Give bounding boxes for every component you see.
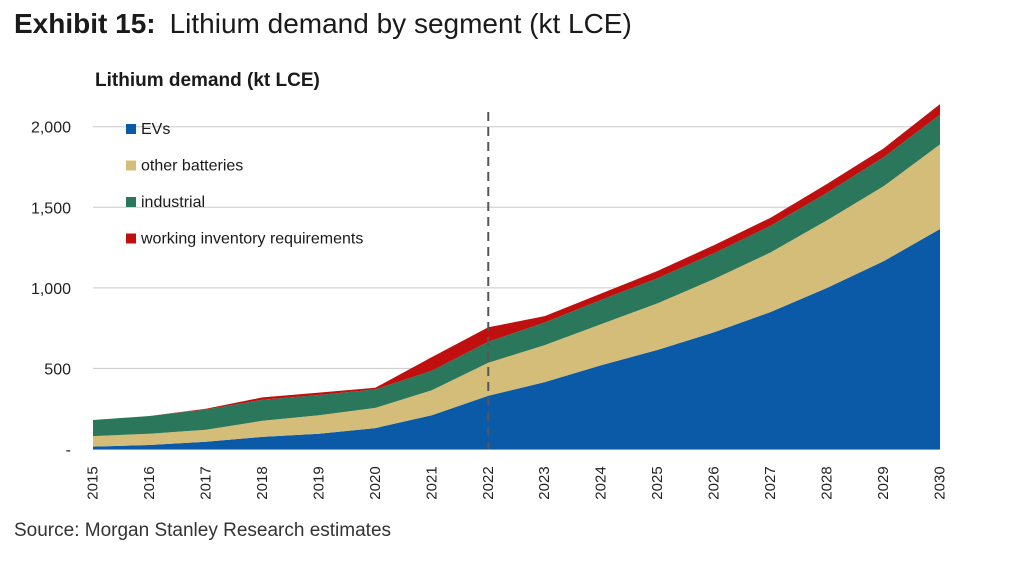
area-series-1 bbox=[93, 144, 940, 447]
x-tick-label: 2015 bbox=[85, 466, 102, 499]
x-tick-label: 2019 bbox=[310, 466, 327, 499]
x-tick-label: 2021 bbox=[423, 466, 440, 499]
x-tick-label: 2030 bbox=[932, 466, 949, 499]
x-tick-label: 2027 bbox=[762, 466, 779, 499]
x-tick-label: 2017 bbox=[197, 466, 214, 499]
y-tick-label: 500 bbox=[44, 361, 71, 378]
x-tick-label: 2029 bbox=[875, 466, 892, 499]
x-tick-label: 2028 bbox=[819, 466, 836, 499]
legend-label: other batteries bbox=[141, 158, 243, 175]
exhibit-title: Exhibit 15: Lithium demand by segment (kt… bbox=[14, 4, 632, 44]
legend-label: industrial bbox=[141, 194, 205, 211]
x-tick-label: 2016 bbox=[141, 466, 158, 499]
x-tick-label: 2018 bbox=[254, 466, 271, 499]
x-tick-label: 2020 bbox=[367, 466, 384, 499]
legend-swatch bbox=[126, 233, 136, 244]
legend-swatch bbox=[126, 197, 136, 207]
x-tick-label: 2022 bbox=[480, 466, 497, 499]
legend-label: working inventory requirements bbox=[140, 231, 363, 248]
y-tick-label: 1,500 bbox=[31, 200, 71, 217]
y-tick-label: 2,000 bbox=[31, 120, 71, 137]
exhibit-title-text: Lithium demand by segment (kt LCE) bbox=[169, 8, 632, 39]
area-series-0 bbox=[93, 229, 940, 449]
legend-swatch bbox=[126, 160, 136, 171]
x-tick-label: 2024 bbox=[593, 466, 610, 499]
chart-title: Lithium demand (kt LCE) bbox=[95, 70, 320, 91]
y-tick-label: 1,000 bbox=[31, 281, 71, 298]
legend-swatch bbox=[126, 124, 136, 134]
x-tick-label: 2023 bbox=[536, 466, 553, 499]
exhibit-label: Exhibit 15: bbox=[14, 8, 156, 39]
x-tick-label: 2025 bbox=[649, 466, 666, 499]
legend-label: EVs bbox=[141, 121, 170, 138]
source-note: Source: Morgan Stanley Research estimate… bbox=[14, 520, 392, 541]
x-tick-label: 2026 bbox=[706, 466, 723, 499]
y-tick-label: - bbox=[66, 442, 71, 459]
